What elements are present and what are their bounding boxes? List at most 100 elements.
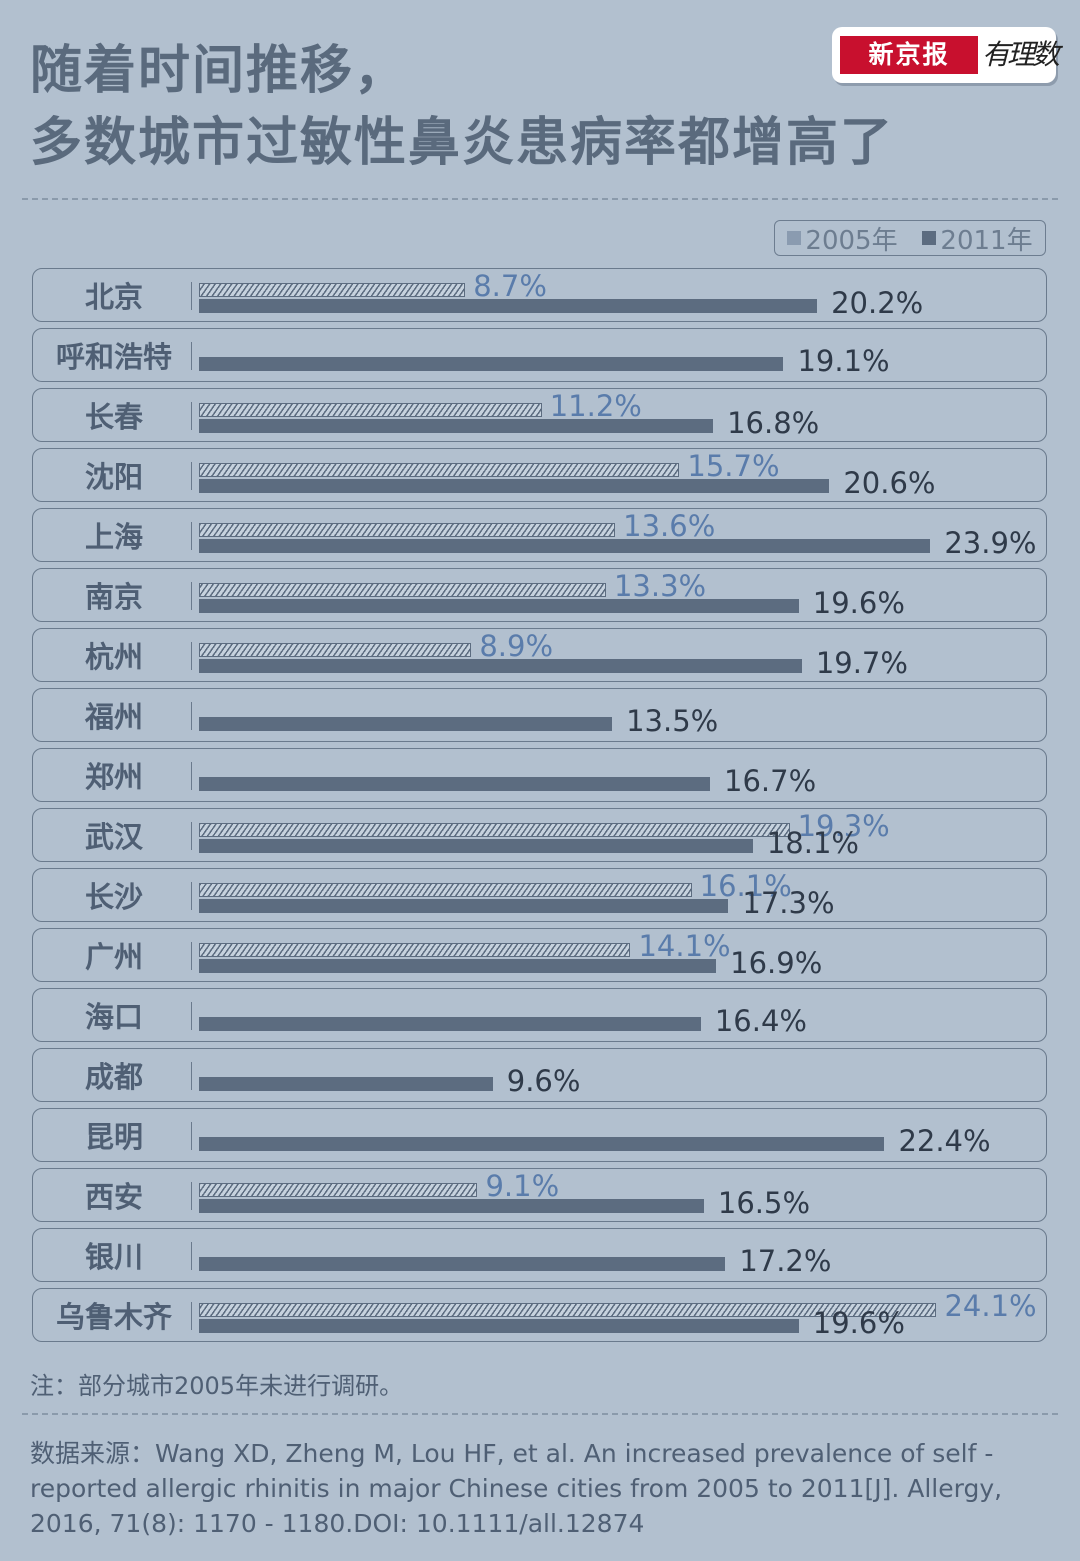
row-separator xyxy=(191,942,192,970)
bar-2005 xyxy=(199,463,680,477)
bar-2011 xyxy=(199,777,711,791)
category-label: 银川 xyxy=(84,1240,143,1274)
chart-legend: 2005年 2011年 xyxy=(774,220,1046,256)
bar-2005 xyxy=(199,1183,478,1197)
row-separator xyxy=(191,702,192,730)
chart-row: 长春 11.2% 16.8% xyxy=(32,388,1047,442)
data-label-2011: 19.6% xyxy=(812,1306,905,1340)
logo-script-text: 有理数 xyxy=(982,38,1060,71)
row-separator xyxy=(191,1302,192,1330)
chart-row: 昆明 22.4% xyxy=(32,1108,1047,1162)
row-separator xyxy=(191,762,192,790)
legend-label-2005: 2005年 xyxy=(805,225,898,256)
bar-2011 xyxy=(199,1137,885,1151)
bar-2005 xyxy=(199,823,790,837)
row-separator xyxy=(191,522,192,550)
row-separator xyxy=(191,882,192,910)
data-label-2005: 8.9% xyxy=(479,629,554,663)
bar-2005 xyxy=(199,1303,937,1317)
bar-2011 xyxy=(199,717,613,731)
data-label-2011: 18.1% xyxy=(766,826,859,860)
bar-2011 xyxy=(199,959,717,973)
data-label-2005: 19.3% xyxy=(797,809,890,843)
row-separator xyxy=(191,462,192,490)
bar-2011 xyxy=(199,1017,701,1031)
bar-2005 xyxy=(199,403,542,417)
data-label-2011: 16.7% xyxy=(724,764,817,798)
chart-row: 银川 17.2% xyxy=(32,1228,1047,1282)
category-label: 乌鲁木齐 xyxy=(55,1300,172,1334)
chart-row: 北京 8.7% 20.2% xyxy=(32,268,1047,322)
category-label: 南京 xyxy=(84,580,143,614)
legend-swatch-2011 xyxy=(922,231,937,245)
chart-title-line-1: 随着时间推移， xyxy=(30,41,409,101)
legend-item-2005: 2005年 xyxy=(787,220,898,257)
data-label-2011: 19.7% xyxy=(815,646,908,680)
data-label-2011: 9.6% xyxy=(506,1064,581,1098)
bar-2005 xyxy=(199,583,606,597)
bar-2011 xyxy=(199,539,931,553)
data-label-2011: 16.8% xyxy=(727,406,820,440)
data-label-2005: 8.7% xyxy=(473,269,547,303)
category-label: 长沙 xyxy=(84,880,143,914)
data-label-2011: 16.4% xyxy=(714,1004,807,1038)
chart-row: 杭州 8.9% 19.7% xyxy=(32,628,1047,682)
row-separator xyxy=(191,822,192,850)
top-divider xyxy=(22,198,1058,200)
chart-row: 郑州 16.7% xyxy=(32,748,1047,802)
bar-2005 xyxy=(199,943,631,957)
data-label-2011: 17.3% xyxy=(742,886,835,920)
chart-row: 西安 9.1% 16.5% xyxy=(32,1168,1047,1222)
chart-row: 福州 13.5% xyxy=(32,688,1047,742)
legend-label-2011: 2011年 xyxy=(940,225,1033,256)
chart-row: 武汉 19.3% 18.1% xyxy=(32,808,1047,862)
chart-title-line-2: 多数城市过敏性鼻炎患病率都增高了 xyxy=(30,113,895,173)
chart-row: 沈阳 15.7% 20.6% xyxy=(32,448,1047,502)
data-label-2011: 20.2% xyxy=(831,286,924,320)
bar-2011 xyxy=(199,839,753,853)
chart-row: 呼和浩特 19.1% xyxy=(32,328,1047,382)
legend-item-2011: 2011年 xyxy=(922,220,1033,257)
category-label: 西安 xyxy=(84,1180,143,1214)
bar-2005 xyxy=(199,523,616,537)
brand-logo: 新京报 有理数 xyxy=(832,27,1060,83)
row-separator xyxy=(191,1122,192,1150)
category-label: 广州 xyxy=(84,940,143,974)
category-label: 海口 xyxy=(84,1000,143,1034)
data-label-2011: 20.6% xyxy=(843,466,936,500)
category-label: 杭州 xyxy=(84,640,143,674)
chart-row: 成都 9.6% xyxy=(32,1048,1047,1102)
row-separator xyxy=(191,582,192,610)
chart-row: 乌鲁木齐 24.1% 19.6% xyxy=(32,1288,1047,1342)
bar-2011 xyxy=(199,419,714,433)
bar-2011 xyxy=(199,1319,799,1333)
chart-row: 南京 13.3% 19.6% xyxy=(32,568,1047,622)
data-source: 数据来源：Wang XD, Zheng M, Lou HF, et al. An… xyxy=(30,1439,1003,1538)
data-label-2005: 15.7% xyxy=(687,449,780,483)
category-label: 成都 xyxy=(84,1060,143,1094)
row-separator xyxy=(191,402,192,430)
logo-publisher-text: 新京报 xyxy=(840,36,978,74)
data-label-2005: 11.2% xyxy=(549,389,642,423)
bottom-divider xyxy=(22,1413,1058,1415)
category-label: 北京 xyxy=(84,280,143,314)
data-label-2011: 17.2% xyxy=(739,1244,832,1278)
data-label-2005: 16.1% xyxy=(699,869,792,903)
category-label: 武汉 xyxy=(84,820,143,854)
data-label-2005: 13.6% xyxy=(623,509,716,543)
category-label: 沈阳 xyxy=(84,460,143,494)
category-label: 呼和浩特 xyxy=(55,340,172,374)
row-separator xyxy=(191,1182,192,1210)
data-label-2011: 13.5% xyxy=(626,704,719,738)
bar-2011 xyxy=(199,1077,493,1091)
row-separator xyxy=(191,642,192,670)
bar-2011 xyxy=(199,659,802,673)
bar-2005 xyxy=(199,643,472,657)
chart-row: 上海 13.6% 23.9% xyxy=(32,508,1047,562)
data-label-2011: 22.4% xyxy=(898,1124,991,1158)
legend-swatch-2005 xyxy=(787,231,802,245)
bar-2011 xyxy=(199,1199,704,1213)
bar-2011 xyxy=(199,479,830,493)
bar-2011 xyxy=(199,299,818,313)
data-label-2011: 19.6% xyxy=(812,586,905,620)
